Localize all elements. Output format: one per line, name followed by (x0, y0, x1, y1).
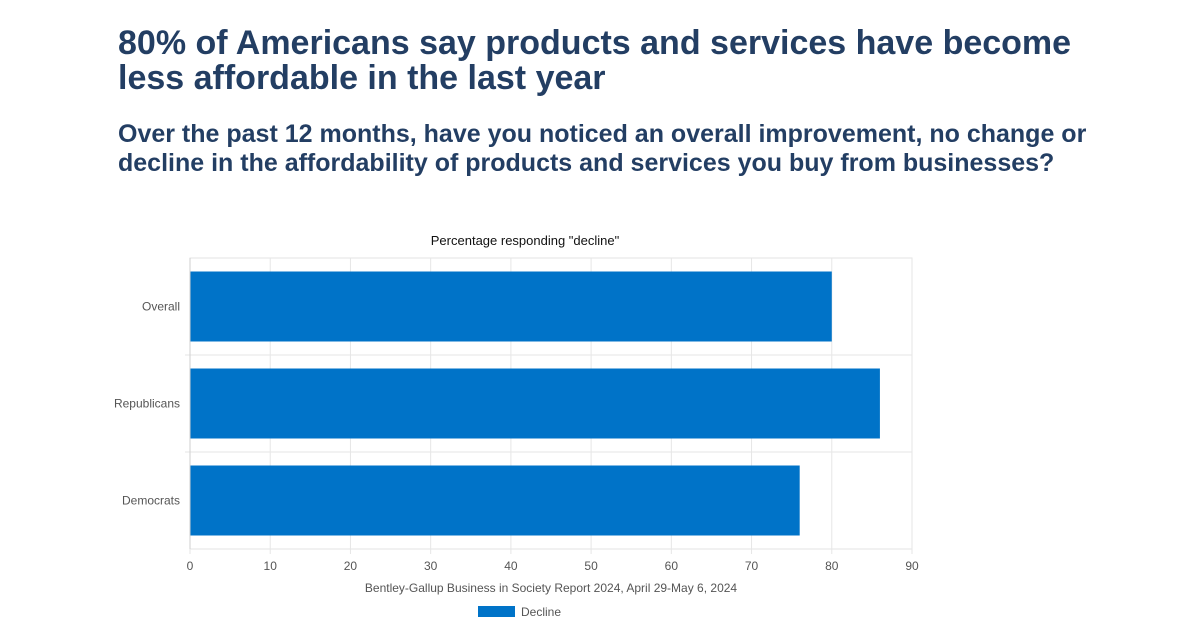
legend-label: Decline (521, 605, 561, 619)
category-label: Overall (142, 300, 180, 314)
x-tick-label: 0 (187, 559, 194, 573)
x-tick-label: 20 (344, 559, 358, 573)
x-tick-label: 40 (504, 559, 518, 573)
survey-question: Over the past 12 months, have you notice… (118, 120, 1087, 177)
x-axis-tick-labels: 0 10 20 30 40 50 60 70 80 90 (187, 559, 919, 573)
bars (190, 271, 880, 536)
headline: 80% of Americans say products and servic… (118, 24, 1072, 97)
x-tick-label: 30 (424, 559, 438, 573)
x-tick-label: 70 (745, 559, 759, 573)
x-tick-label: 60 (665, 559, 679, 573)
category-labels: Overall Republicans Democrats (114, 300, 180, 508)
x-tick-label: 90 (905, 559, 919, 573)
bar-overall (190, 271, 832, 342)
category-label: Democrats (122, 494, 180, 508)
bar-republicans (190, 368, 880, 439)
category-label: Republicans (114, 397, 180, 411)
source-note: Bentley-Gallup Business in Society Repor… (365, 581, 738, 595)
x-tick-label: 50 (584, 559, 598, 573)
legend-swatch (478, 606, 515, 617)
x-tick-label: 10 (264, 559, 278, 573)
bar-chart: Percentage responding "decline" Overall R… (114, 233, 919, 619)
bar-democrats (190, 465, 800, 536)
chart-title: Percentage responding "decline" (431, 233, 620, 248)
x-tick-label: 80 (825, 559, 839, 573)
